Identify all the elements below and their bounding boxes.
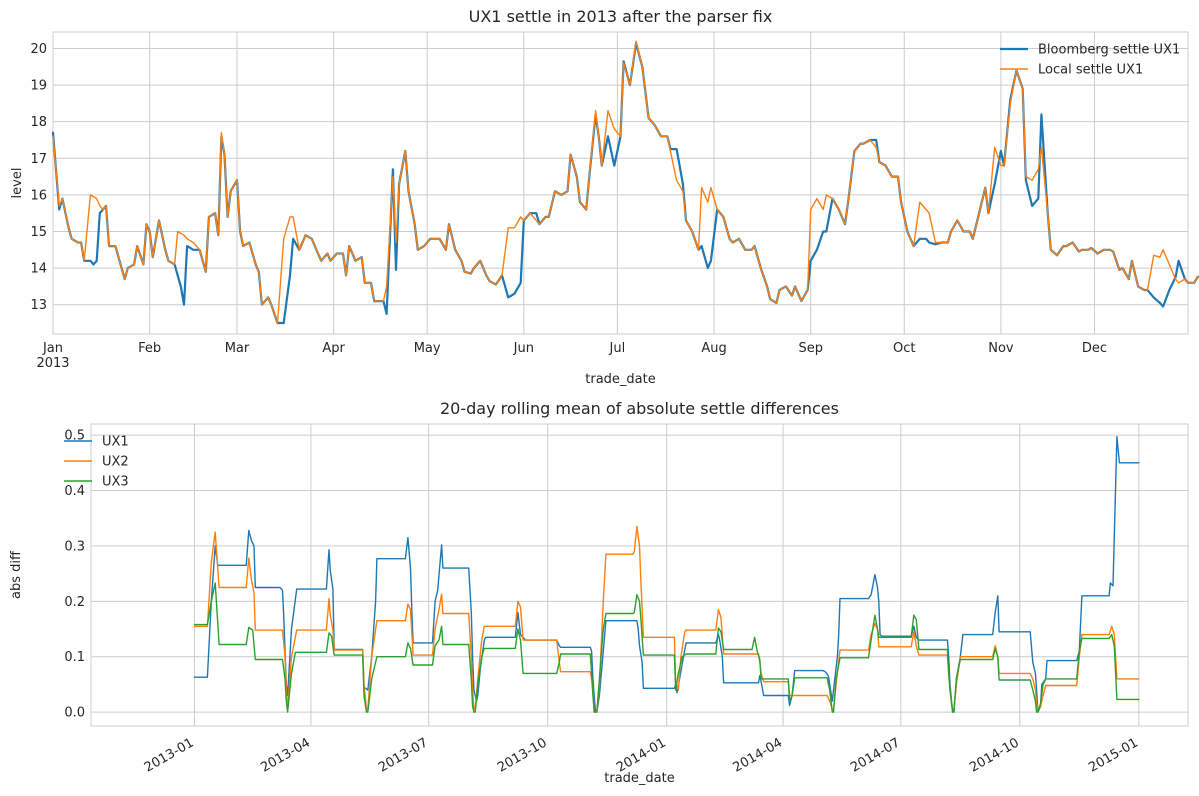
top-ytick-label: 20 [30,42,47,57]
bottom-series-line-ux3 [193,582,1140,713]
bottom-chart-title: 20-day rolling mean of absolute settle d… [440,399,839,418]
bottom-xtick-label: 2014-07 [848,735,903,775]
top-ytick-label: 14 [30,262,47,277]
bottom-chart-xlabel: trade_date [604,771,674,786]
top-xtick-label: Jan [42,341,63,356]
bottom-ytick-label: 0.5 [64,429,85,444]
bottom-ytick-label: 0.4 [64,484,85,499]
top-xtick-sublabel: 2013 [36,356,69,371]
top-chart-title: UX1 settle in 2013 after the parser fix [469,7,773,26]
bottom-legend-label: UX2 [102,455,129,470]
top-xtick-label: May [414,341,441,356]
bottom-xtick-label: 2014-10 [967,735,1022,775]
bottom-xtick-label: 2013-10 [495,735,550,775]
bottom-ytick-label: 0.3 [64,539,85,554]
bottom-legend-label: UX1 [102,435,129,450]
top-xtick-label: Aug [701,341,726,356]
top-ytick-label: 13 [30,298,47,313]
top-ytick-label: 18 [30,115,47,130]
bottom-xtick-label: 2014-04 [731,735,786,775]
bottom-ytick-label: 0.2 [64,595,85,610]
top-ytick-label: 15 [30,225,47,240]
top-ytick-label: 16 [30,188,47,203]
bottom-xtick-label: 2013-01 [142,735,197,775]
bottom-legend-label: UX3 [102,475,129,490]
bottom-xtick-label: 2015-01 [1086,735,1141,775]
bottom-chart: 0.0 0.1 0.2 0.3 0.4 0.5 2013-01 2013-04 2013-07 2… [9,399,1189,786]
top-chart-ylabel: level [10,168,25,199]
bottom-chart-frame [90,423,1189,727]
bottom-xtick-label: 2014-01 [614,735,669,775]
top-xtick-label: Nov [988,341,1014,356]
top-ytick-label: 17 [30,152,47,167]
top-xtick-label: Jul [609,341,626,356]
top-xtick-label: Oct [893,341,915,356]
bottom-chart-ylabel: abs diff [9,550,24,599]
top-xtick-label: Mar [225,341,250,356]
bottom-ytick-label: 0.0 [64,706,85,721]
top-xtick-label: Sep [798,341,823,356]
bottom-xtick-label: 2013-07 [376,735,431,775]
top-legend-label: Local settle UX1 [1038,63,1143,78]
top-legend-label: Bloomberg settle UX1 [1038,43,1180,58]
top-chart-legend: Bloomberg settle UX1 Local settle UX1 [1000,43,1180,78]
top-series-line-local-settle-ux1 [52,40,1199,324]
top-xtick-label: Feb [138,341,161,356]
bottom-chart-legend: UX1 UX2 UX3 [64,435,129,490]
top-chart-frame [52,31,1189,335]
top-xtick-label: Apr [322,341,345,356]
bottom-ytick-label: 0.1 [64,650,85,665]
top-ytick-label: 19 [30,79,47,94]
top-chart-xlabel: trade_date [585,372,655,387]
top-xtick-label: Jun [513,341,534,356]
bottom-xtick-label: 2013-04 [258,735,313,775]
top-xtick-label: Dec [1082,341,1107,356]
